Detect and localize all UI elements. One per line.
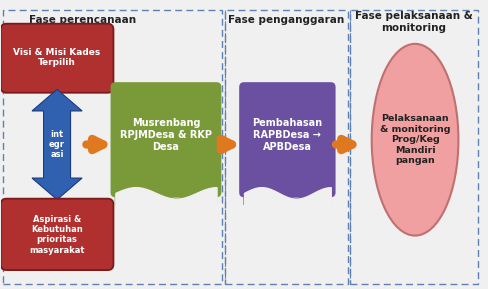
Text: Pelaksanaan
& monitoring
Prog/Keg
Mandiri
pangan: Pelaksanaan & monitoring Prog/Keg Mandir… — [380, 114, 450, 165]
Text: Visi & Misi Kades
Terpilih: Visi & Misi Kades Terpilih — [14, 48, 101, 67]
Polygon shape — [115, 187, 217, 204]
Text: Fase pelaksanaan &
monitoring: Fase pelaksanaan & monitoring — [355, 12, 472, 33]
Text: Musrenbang
RPJMDesa & RKP
Desa: Musrenbang RPJMDesa & RKP Desa — [120, 118, 212, 151]
FancyBboxPatch shape — [239, 82, 336, 197]
Polygon shape — [244, 187, 331, 204]
Text: Fase penganggaran: Fase penganggaran — [228, 15, 344, 25]
Text: int
egr
asi: int egr asi — [49, 129, 65, 160]
FancyBboxPatch shape — [111, 82, 222, 197]
Text: Aspirasi &
Kebutuhan
prioritas
masyarakat: Aspirasi & Kebutuhan prioritas masyaraka… — [29, 214, 85, 255]
Polygon shape — [32, 89, 82, 200]
Text: Fase perencanaan: Fase perencanaan — [29, 15, 136, 25]
Ellipse shape — [372, 44, 458, 236]
FancyBboxPatch shape — [0, 24, 113, 93]
Text: Pembahasan
RAPBDesa →
APBDesa: Pembahasan RAPBDesa → APBDesa — [252, 118, 323, 151]
FancyBboxPatch shape — [0, 199, 113, 270]
